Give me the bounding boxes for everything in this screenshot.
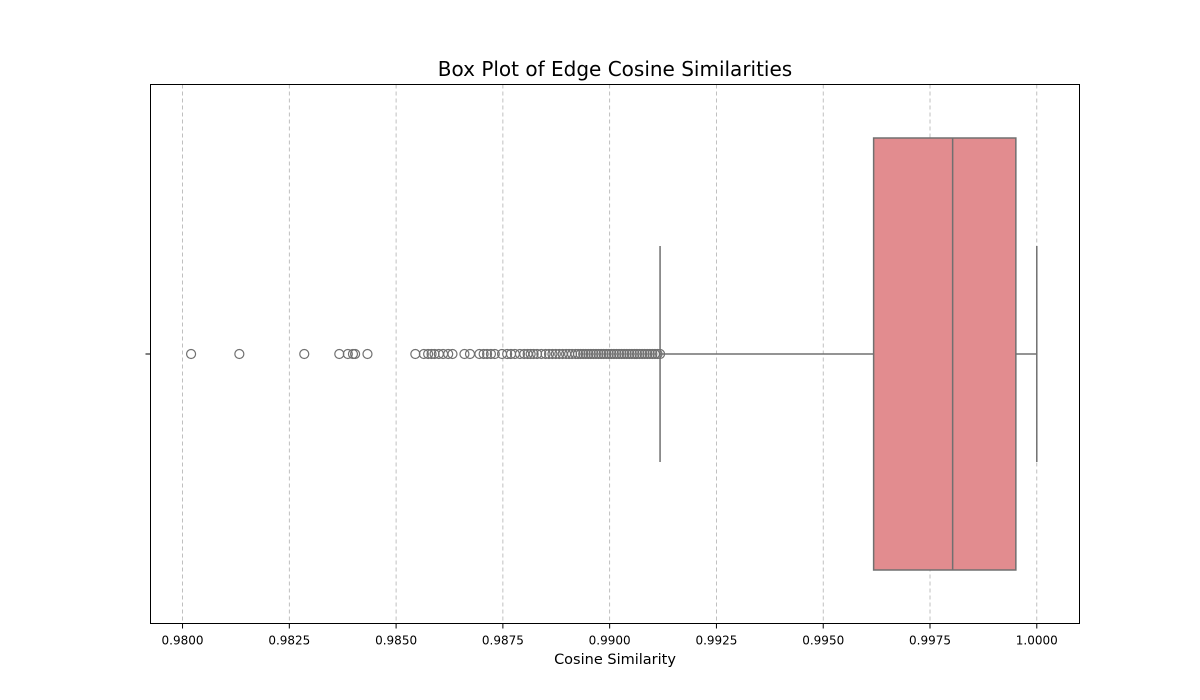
outlier-point	[474, 348, 485, 360]
outlier-point	[611, 348, 622, 360]
outlier-point	[613, 348, 625, 360]
outlier-point	[447, 348, 458, 360]
outlier-point	[502, 348, 513, 360]
outlier-point	[299, 348, 310, 360]
outlier-point	[634, 348, 645, 360]
outlier-point	[528, 348, 539, 360]
x-axis: 0.9800 0.9825 0.9850 0.9875 0.9900 0.9925 0.99…	[162, 623, 1058, 648]
outlier-point	[598, 348, 609, 360]
x-tick-label: 0.9875	[482, 634, 524, 648]
outlier-point	[606, 348, 617, 360]
outlier-point	[642, 348, 653, 360]
outlier-point	[540, 348, 551, 360]
outlier-point	[570, 348, 581, 360]
box-iqr	[872, 137, 1017, 571]
outlier-point	[596, 348, 607, 360]
outlier-point	[652, 348, 663, 360]
outlier-point	[536, 348, 547, 360]
outlier-point	[485, 348, 497, 360]
outlier-point	[601, 348, 612, 360]
outlier-point	[478, 348, 489, 360]
plot-area	[185, 137, 1038, 571]
x-tick-label: 0.9900	[589, 634, 631, 648]
outlier-point	[583, 348, 594, 360]
x-tick-label: 0.9950	[802, 634, 844, 648]
outlier-point	[629, 348, 640, 360]
outlier-point	[654, 348, 666, 360]
x-tick-label: 1.0000	[1016, 634, 1058, 648]
x-tick-label: 0.9925	[695, 634, 737, 648]
outlier-point	[459, 348, 470, 360]
outlier-point	[649, 348, 661, 360]
outlier-point	[423, 348, 434, 360]
outlier-point	[621, 348, 632, 360]
x-tick-label: 0.9975	[909, 634, 951, 648]
outlier-point	[547, 348, 558, 360]
outlier-point	[410, 348, 421, 360]
outlier-point	[464, 348, 476, 360]
outlier-point	[647, 348, 658, 360]
outlier-point	[590, 348, 602, 360]
outlier-point	[443, 348, 454, 360]
outlier-point	[644, 348, 655, 360]
outlier-point	[593, 348, 604, 360]
outlier-point	[426, 348, 437, 360]
outlier-point	[342, 348, 353, 360]
outlier-point	[631, 348, 643, 360]
outlier-point	[572, 348, 584, 360]
outlier-point	[585, 348, 596, 360]
outlier-point	[334, 348, 345, 360]
outlier-point	[616, 348, 627, 360]
outlier-point	[619, 348, 630, 360]
outlier-point	[588, 348, 599, 360]
x-tick-label: 0.9850	[375, 634, 417, 648]
outlier-point	[362, 348, 373, 360]
outlier-point	[580, 348, 591, 360]
outlier-point	[543, 348, 555, 360]
outlier-point	[234, 348, 245, 360]
outlier-point	[525, 348, 536, 360]
outlier-point	[185, 348, 197, 360]
outlier-point	[575, 348, 586, 360]
outlier-point	[554, 348, 565, 360]
outlier-point	[514, 348, 526, 360]
x-tick-label: 0.9825	[268, 634, 310, 648]
outlier-point	[626, 348, 637, 360]
x-axis-label: Cosine Similarity	[554, 652, 676, 668]
outlier-point	[349, 348, 361, 360]
outlier-point	[603, 348, 614, 360]
outlier-point	[624, 348, 635, 360]
outlier-point	[637, 348, 648, 360]
chart-title: Box Plot of Edge Cosine Similarities	[438, 57, 792, 81]
outlier-point	[578, 348, 589, 360]
outlier-point	[608, 348, 620, 360]
outlier-point	[639, 348, 650, 360]
outlier-point	[481, 348, 493, 360]
outlier-point	[418, 348, 429, 360]
x-tick-label: 0.9800	[162, 634, 204, 648]
outlier-point	[550, 348, 561, 360]
outlier-point	[489, 348, 500, 360]
outlier-point	[347, 348, 359, 360]
